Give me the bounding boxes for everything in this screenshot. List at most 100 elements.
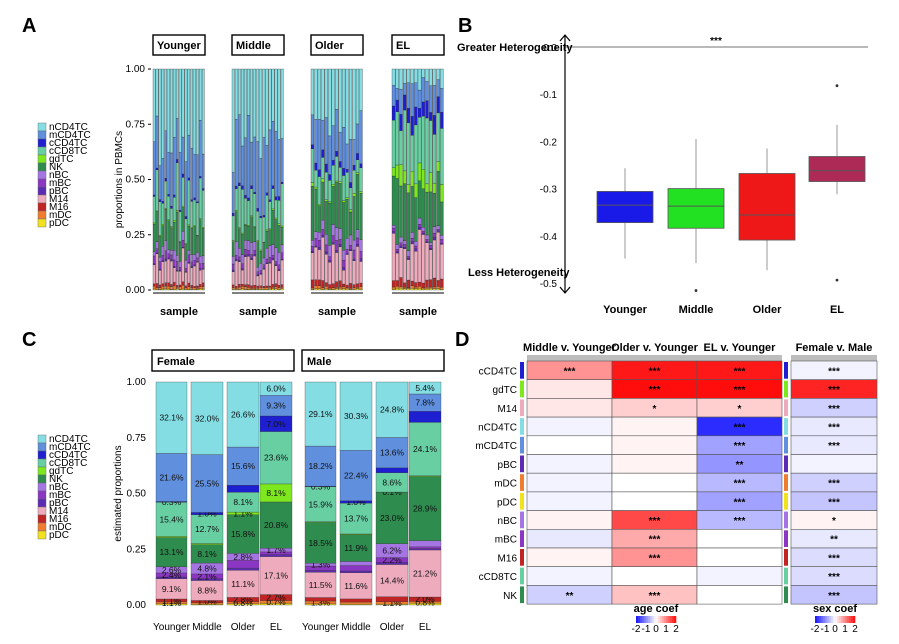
bar-segment bbox=[170, 205, 173, 209]
bar-segment bbox=[436, 79, 440, 97]
bar-segment bbox=[395, 280, 399, 287]
row-label: mCD4TC bbox=[475, 441, 517, 452]
bar-segment bbox=[352, 193, 356, 197]
bar-segment bbox=[253, 284, 257, 289]
bar-segment bbox=[256, 241, 260, 268]
bar-segment bbox=[321, 120, 325, 151]
bar-segment bbox=[161, 283, 165, 287]
bar-segment bbox=[432, 134, 437, 184]
bar-segment bbox=[259, 287, 263, 290]
bar-segment bbox=[304, 522, 337, 564]
bar-segment bbox=[199, 68, 202, 121]
y-tick-label: 0.0 bbox=[543, 43, 557, 54]
legend-label: mDC bbox=[49, 210, 72, 221]
bar-segment bbox=[152, 251, 156, 257]
bar-segment bbox=[253, 136, 257, 193]
significance-marker: *** bbox=[828, 422, 840, 433]
top-label: Greater Heterogeneity bbox=[457, 42, 573, 54]
bar-segment bbox=[271, 287, 275, 289]
heatmap-cell bbox=[526, 547, 613, 568]
bar-segment bbox=[406, 192, 411, 251]
legend-gradient-stop bbox=[660, 616, 663, 623]
bar-segment bbox=[414, 197, 418, 242]
bar-segment bbox=[274, 196, 278, 201]
significance-marker: *** bbox=[734, 516, 746, 527]
bar-segment bbox=[324, 288, 328, 291]
bar-segment bbox=[314, 246, 318, 280]
heatmap-cell bbox=[611, 435, 698, 455]
bar-segment bbox=[259, 501, 293, 549]
bar-segment bbox=[428, 245, 433, 249]
bar-segment bbox=[399, 247, 403, 278]
legend-label: nCD4TC bbox=[49, 122, 88, 133]
bar-segment bbox=[250, 185, 253, 189]
row-color-tag bbox=[520, 549, 524, 566]
bar-segment bbox=[395, 68, 399, 89]
bar-segment bbox=[256, 141, 260, 209]
bar-segment bbox=[196, 202, 199, 236]
bar-segment bbox=[436, 96, 440, 114]
bar-label: 1.3% bbox=[311, 597, 331, 607]
bar-segment bbox=[331, 186, 335, 225]
bar-segment bbox=[406, 250, 411, 257]
bar-label: 1.3% bbox=[311, 560, 331, 570]
bar-segment bbox=[268, 263, 272, 287]
bar-segment bbox=[328, 135, 332, 175]
bar-segment bbox=[355, 68, 360, 125]
bar-segment bbox=[348, 211, 353, 236]
bar-segment bbox=[355, 123, 360, 154]
bar-segment bbox=[155, 248, 159, 254]
bar-label: 32.1% bbox=[159, 413, 184, 423]
bar-segment bbox=[152, 283, 156, 287]
bar-segment bbox=[355, 244, 360, 247]
bar-segment bbox=[193, 68, 196, 155]
y-tick-label: 0.00 bbox=[127, 600, 147, 611]
bar-segment bbox=[402, 247, 407, 249]
header-band bbox=[527, 355, 782, 361]
bar-segment bbox=[342, 175, 346, 201]
significance-marker: *** bbox=[828, 591, 840, 602]
row-color-tag bbox=[784, 492, 788, 510]
bar-label: 2.2% bbox=[382, 555, 402, 565]
bar-segment bbox=[355, 237, 360, 245]
bar-segment bbox=[425, 183, 429, 193]
bar-segment bbox=[199, 288, 202, 291]
bar-segment bbox=[335, 287, 339, 289]
bar-segment bbox=[436, 229, 440, 232]
significance-marker: *** bbox=[649, 516, 661, 527]
bar-label: 8.1% bbox=[266, 488, 286, 498]
bar-segment bbox=[345, 169, 349, 173]
bar-segment bbox=[321, 287, 325, 290]
bar-label: 2.6% bbox=[162, 565, 182, 575]
bar-segment bbox=[399, 68, 403, 90]
bar-segment bbox=[328, 261, 332, 285]
bar-segment bbox=[164, 68, 167, 131]
bar-segment bbox=[265, 195, 269, 231]
legend-gradient-stop bbox=[841, 616, 844, 623]
significance-marker: * bbox=[738, 404, 742, 415]
bar-segment bbox=[190, 68, 193, 149]
bar-segment bbox=[167, 258, 170, 283]
legend-swatch bbox=[37, 194, 47, 204]
bar-segment bbox=[425, 279, 429, 288]
bar-segment bbox=[395, 111, 399, 166]
bar-segment bbox=[190, 287, 193, 290]
bar-segment bbox=[421, 115, 425, 170]
y-tick-label: 0.75 bbox=[126, 119, 146, 130]
bar-segment bbox=[164, 282, 167, 287]
bar-segment bbox=[331, 184, 335, 187]
heatmap-cell bbox=[611, 416, 698, 437]
bar-label: 2.4% bbox=[162, 570, 182, 580]
legend-label: cCD8TC bbox=[49, 146, 87, 157]
bar-segment bbox=[187, 134, 191, 179]
bar-segment bbox=[250, 188, 253, 216]
legend-label: pBC bbox=[49, 186, 68, 197]
bar-segment bbox=[314, 238, 318, 247]
bar-segment bbox=[345, 249, 349, 254]
bar-segment bbox=[199, 219, 202, 257]
bar-segment bbox=[167, 196, 170, 220]
bar-segment bbox=[310, 279, 315, 289]
bar-segment bbox=[421, 227, 425, 232]
heatmap-cell bbox=[526, 435, 613, 455]
bar-segment bbox=[158, 256, 162, 262]
